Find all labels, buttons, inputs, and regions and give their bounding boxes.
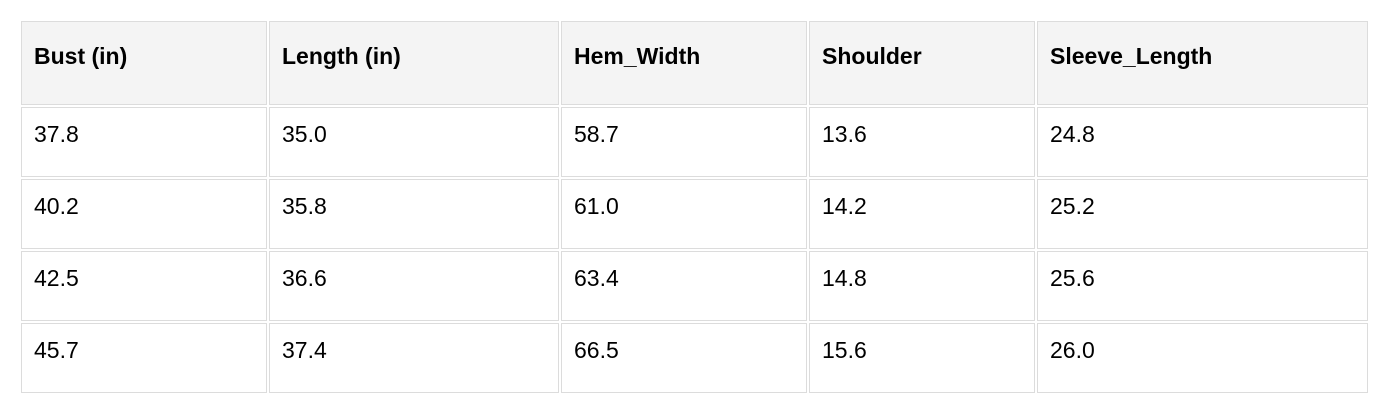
cell-sleeve-length: 26.0 xyxy=(1037,323,1368,393)
cell-bust: 40.2 xyxy=(21,179,267,249)
cell-bust: 42.5 xyxy=(21,251,267,321)
cell-bust: 45.7 xyxy=(21,323,267,393)
cell-hem-width: 63.4 xyxy=(561,251,807,321)
cell-shoulder: 13.6 xyxy=(809,107,1035,177)
cell-length: 37.4 xyxy=(269,323,559,393)
cell-bust: 37.8 xyxy=(21,107,267,177)
table-row: 40.2 35.8 61.0 14.2 25.2 xyxy=(21,179,1368,249)
cell-shoulder: 14.8 xyxy=(809,251,1035,321)
cell-sleeve-length: 24.8 xyxy=(1037,107,1368,177)
cell-hem-width: 61.0 xyxy=(561,179,807,249)
cell-length: 35.8 xyxy=(269,179,559,249)
cell-shoulder: 15.6 xyxy=(809,323,1035,393)
cell-length: 36.6 xyxy=(269,251,559,321)
table-row: 45.7 37.4 66.5 15.6 26.0 xyxy=(21,323,1368,393)
table-row: 37.8 35.0 58.7 13.6 24.8 xyxy=(21,107,1368,177)
cell-hem-width: 66.5 xyxy=(561,323,807,393)
header-shoulder: Shoulder xyxy=(809,21,1035,105)
header-bust: Bust (in) xyxy=(21,21,267,105)
cell-shoulder: 14.2 xyxy=(809,179,1035,249)
cell-sleeve-length: 25.6 xyxy=(1037,251,1368,321)
cell-length: 35.0 xyxy=(269,107,559,177)
header-sleeve-length: Sleeve_Length xyxy=(1037,21,1368,105)
table-row: 42.5 36.6 63.4 14.8 25.6 xyxy=(21,251,1368,321)
header-row: Bust (in) Length (in) Hem_Width Shoulder… xyxy=(21,21,1368,105)
cell-hem-width: 58.7 xyxy=(561,107,807,177)
header-length: Length (in) xyxy=(269,21,559,105)
cell-sleeve-length: 25.2 xyxy=(1037,179,1368,249)
header-hem-width: Hem_Width xyxy=(561,21,807,105)
size-table: Bust (in) Length (in) Hem_Width Shoulder… xyxy=(19,19,1370,395)
